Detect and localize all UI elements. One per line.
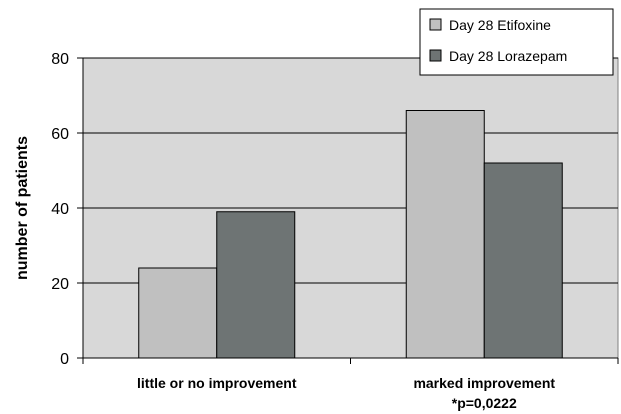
bars [138,110,563,359]
category-label: little or no improvement [137,375,297,391]
y-tick-label: 60 [51,126,69,143]
legend: Day 28 Etifoxine Day 28 Lorazepam [419,8,614,76]
y-ticks: 0 20 40 60 80 [51,51,83,368]
bar-lorazepam-1 [483,162,563,359]
legend-label: Day 28 Etifoxine [449,17,551,33]
legend-swatch [429,18,442,31]
y-tick-label: 0 [60,351,69,368]
category-labels: little or no improvement marked improveme… [137,375,555,411]
y-tick-label: 20 [51,276,69,293]
bar-lorazepam-0 [216,211,296,359]
legend-swatch [429,49,442,62]
legend-label: Day 28 Lorazepam [449,48,567,64]
y-tick-label: 40 [51,201,69,218]
x-ticks [82,358,619,364]
bar-etifoxine-1 [405,110,485,359]
legend-items: Day 28 Etifoxine Day 28 Lorazepam [429,17,567,64]
legend-box [419,8,614,76]
y-axis-title: number of patients [14,136,31,280]
bar-etifoxine-0 [138,267,218,359]
y-tick-label: 80 [51,51,69,68]
category-note: *p=0,0222 [452,395,517,411]
category-label: marked improvement [413,375,555,391]
